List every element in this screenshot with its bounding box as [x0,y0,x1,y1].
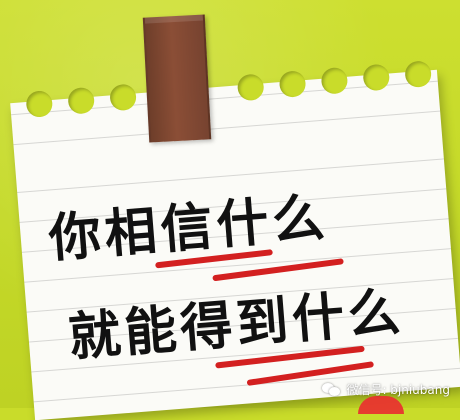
hole [404,60,433,89]
watermark-text: 微信号: bjniubang [346,383,450,397]
hole [362,63,391,92]
hole [25,90,54,118]
hole [236,73,265,102]
watermark: 微信号: bjniubang [322,381,450,398]
hole [320,66,349,95]
wechat-icon [322,382,341,397]
note-line-2: 就能得到什么 [66,282,407,369]
hole [67,86,96,115]
brown-tape [142,14,212,143]
note-line-1: 你相信什么 [46,187,331,270]
hole [109,83,138,112]
hole [278,70,307,99]
paper-note: 你相信什么 就能得到什么 [10,60,460,420]
